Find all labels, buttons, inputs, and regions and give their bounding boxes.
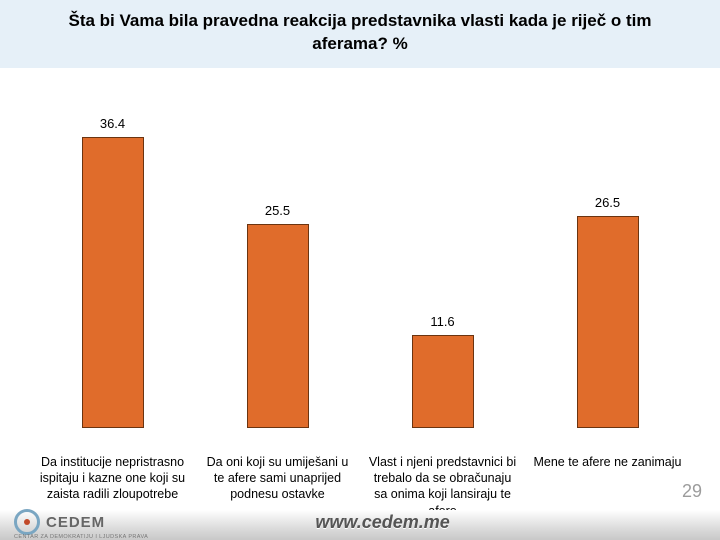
bar-value-label: 11.6 xyxy=(430,314,454,329)
logo: CEDEM xyxy=(14,509,105,535)
title-band: Šta bi Vama bila pravedna reakcija preds… xyxy=(0,0,720,68)
bar-slot: 36.4 xyxy=(30,88,195,428)
bar-slot: 11.6 xyxy=(360,88,525,428)
logo-text: CEDEM xyxy=(46,514,105,531)
bar xyxy=(577,216,639,428)
bar-slot: 25.5 xyxy=(195,88,360,428)
bar-value-label: 25.5 xyxy=(265,203,290,218)
chart-title: Šta bi Vama bila pravedna reakcija preds… xyxy=(40,10,680,56)
chart-area: 36.4 25.5 11.6 26.5 xyxy=(0,68,720,448)
bar xyxy=(412,335,474,428)
bar-value-label: 26.5 xyxy=(595,195,620,210)
bars-row: 36.4 25.5 11.6 26.5 xyxy=(30,88,690,428)
logo-subtitle: CENTAR ZA DEMOKRATIJU I LJUDSKA PRAVA xyxy=(14,534,148,540)
footer-url: www.cedem.me xyxy=(315,512,449,533)
bar xyxy=(82,137,144,428)
logo-ring-icon xyxy=(14,509,40,535)
footer-bar: CEDEM CENTAR ZA DEMOKRATIJU I LJUDSKA PR… xyxy=(0,504,720,540)
bar-value-label: 36.4 xyxy=(100,116,125,131)
bar-slot: 26.5 xyxy=(525,88,690,428)
page-number: 29 xyxy=(682,481,702,502)
bar xyxy=(247,224,309,428)
